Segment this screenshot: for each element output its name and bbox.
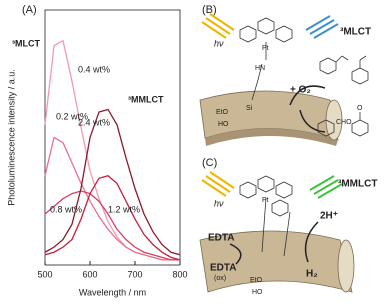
- tube-end: [337, 239, 355, 293]
- x-tick-label: 600: [82, 269, 97, 279]
- panel-label: (A): [22, 4, 37, 16]
- series-label: 0.4 wt%: [78, 64, 110, 74]
- light-arrows: [201, 171, 235, 197]
- tube: [199, 230, 353, 293]
- metal: Pt: [262, 45, 269, 52]
- protons: 2H⁺: [320, 211, 338, 222]
- plot-frame: [44, 9, 181, 266]
- panel-label: (C): [202, 157, 217, 169]
- hydroxy: HO: [252, 289, 263, 296]
- x-tick-label: 500: [37, 269, 52, 279]
- x-tick-label: 800: [172, 269, 187, 279]
- substrates: [317, 55, 369, 137]
- series-line: [44, 39, 180, 261]
- ethoxy: EtO: [216, 109, 229, 116]
- emission-arrows: [309, 175, 343, 199]
- panel-label: (B): [202, 4, 217, 16]
- product: H₂: [306, 269, 318, 280]
- reagent: + O₂: [290, 85, 311, 96]
- product-arrow: [299, 109, 326, 133]
- annotation: ³MLCT: [12, 38, 40, 48]
- silane: Si: [246, 105, 253, 112]
- x-tick-label: 700: [127, 269, 142, 279]
- annotation: ³MMLCT: [128, 94, 164, 104]
- light-label: hν: [214, 38, 224, 48]
- series-label: 0.8 wt%: [50, 204, 82, 214]
- state-label: ³MMLCT: [338, 179, 377, 190]
- h2-arrow: [304, 221, 319, 263]
- ethoxy: EtO: [250, 277, 263, 284]
- series-label: 1.2 wt%: [108, 204, 140, 214]
- series-line: [44, 136, 180, 261]
- series-line: [44, 190, 180, 261]
- complexes: [239, 175, 293, 257]
- reaction-arrow: [289, 85, 326, 106]
- panel-b: (B) hν ³MLCT Pt HN Si EtO HO + O₂: [199, 4, 371, 146]
- donor: EDTA: [208, 233, 234, 244]
- donor-ox-tag: (ox): [214, 275, 226, 282]
- series-line: [44, 108, 181, 256]
- donor-ox: EDTA: [210, 263, 236, 274]
- light-label: hν: [214, 198, 224, 208]
- x-axis-label: Wavelength / nm: [79, 287, 146, 297]
- metal: Pt: [262, 197, 269, 204]
- panel-c: (C) hν ³MMLCT Pt EtO HO EDTA EDTA (ox) 2…: [199, 157, 377, 296]
- ketone: O: [357, 105, 363, 112]
- series-label: 0.2 wt%: [56, 111, 88, 121]
- amine: HN: [255, 65, 265, 72]
- hydroxy: HO: [218, 121, 229, 128]
- y-axis-label: Photoluminescence intensity / a.u.: [6, 69, 16, 206]
- complex: [239, 17, 293, 101]
- light-arrows: [201, 13, 235, 39]
- aldehyde: CHO: [336, 119, 352, 126]
- series-label: 2.4 wt%: [78, 117, 110, 127]
- tube-edge: [205, 128, 338, 146]
- state-label: ³MLCT: [340, 27, 371, 38]
- donor-arrow: [229, 243, 242, 265]
- emission-arrows: [305, 15, 339, 39]
- series-line: [44, 175, 181, 261]
